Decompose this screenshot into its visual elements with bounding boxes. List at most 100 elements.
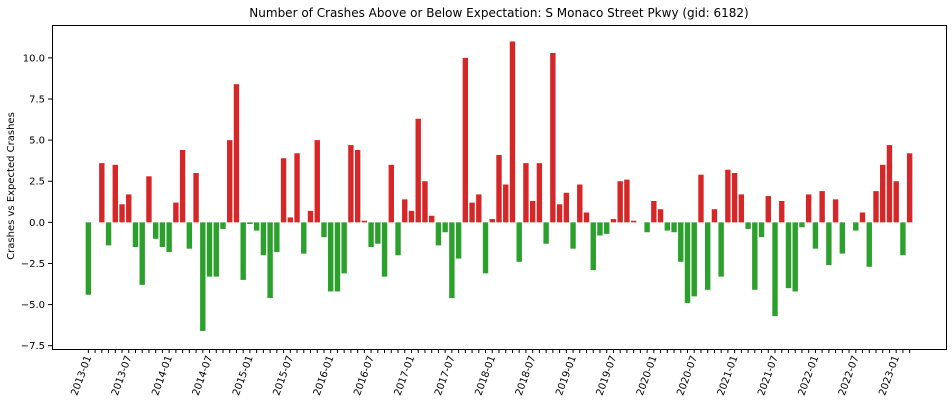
bar bbox=[462, 57, 469, 223]
x-tick-label: 2019-01 bbox=[554, 354, 579, 397]
bar bbox=[886, 145, 893, 223]
bar bbox=[280, 158, 287, 223]
x-tick-label: 2022-01 bbox=[797, 354, 822, 397]
bar bbox=[691, 222, 697, 297]
bar bbox=[805, 194, 812, 223]
y-tick-label: 7.5 bbox=[29, 95, 45, 106]
y-tick-label: 2.5 bbox=[29, 177, 45, 188]
bar bbox=[132, 222, 139, 248]
bar bbox=[630, 220, 637, 223]
bar bbox=[799, 222, 805, 228]
bar bbox=[745, 222, 751, 229]
bar bbox=[307, 210, 314, 223]
bar bbox=[853, 222, 859, 231]
bar bbox=[489, 219, 495, 223]
bar bbox=[779, 200, 785, 223]
bar bbox=[193, 173, 199, 223]
x-tick-label: 2020-07 bbox=[675, 354, 700, 397]
bar bbox=[563, 192, 570, 223]
y-tick-label: 0.0 bbox=[29, 218, 45, 229]
bar bbox=[146, 176, 152, 223]
x-tick-label: 2018-07 bbox=[514, 354, 539, 397]
bar bbox=[388, 164, 394, 223]
bar bbox=[267, 222, 273, 299]
bar bbox=[334, 222, 341, 292]
y-tick-label: −7.5 bbox=[21, 341, 45, 352]
bar bbox=[664, 222, 670, 231]
bar bbox=[274, 222, 280, 252]
bar bbox=[415, 118, 421, 223]
bar bbox=[152, 222, 159, 239]
bar bbox=[550, 52, 556, 223]
x-tick-label: 2018-01 bbox=[473, 354, 498, 397]
bar bbox=[752, 222, 758, 290]
bar bbox=[99, 163, 105, 223]
bar bbox=[341, 222, 347, 274]
x-tick-label: 2016-07 bbox=[352, 354, 377, 397]
bar bbox=[610, 219, 617, 223]
x-tick-label: 2016-01 bbox=[312, 354, 337, 397]
bar bbox=[577, 184, 583, 223]
y-tick-label: −5.0 bbox=[21, 300, 45, 311]
bar bbox=[287, 217, 294, 223]
bar bbox=[718, 222, 724, 277]
bar bbox=[556, 204, 563, 223]
x-tick-label: 2022-07 bbox=[837, 354, 862, 397]
bar bbox=[516, 222, 522, 262]
x-tick-label: 2019-07 bbox=[595, 354, 620, 397]
x-tick-label: 2023-01 bbox=[877, 354, 902, 397]
x-tick-label: 2017-01 bbox=[393, 354, 418, 397]
bar bbox=[395, 222, 401, 256]
bar bbox=[725, 169, 731, 223]
y-tick-label: 5.0 bbox=[29, 136, 45, 147]
bar bbox=[247, 222, 253, 224]
bar bbox=[893, 181, 899, 223]
bar bbox=[368, 222, 374, 248]
bar bbox=[354, 149, 361, 223]
bar bbox=[812, 222, 819, 249]
bar bbox=[139, 222, 145, 285]
bar bbox=[348, 145, 354, 223]
bar bbox=[213, 222, 219, 277]
bar bbox=[361, 220, 368, 223]
bar bbox=[590, 222, 596, 271]
bar bbox=[705, 222, 711, 290]
bar bbox=[314, 140, 320, 223]
bar bbox=[328, 222, 334, 292]
bar bbox=[570, 222, 576, 249]
bar bbox=[859, 212, 866, 223]
bar bbox=[159, 222, 166, 248]
bar bbox=[240, 222, 246, 280]
bar bbox=[227, 140, 233, 223]
bar bbox=[179, 149, 186, 223]
bar bbox=[900, 222, 906, 256]
bar bbox=[166, 222, 172, 252]
bar bbox=[698, 174, 704, 223]
bar bbox=[583, 212, 590, 223]
bar bbox=[105, 222, 112, 246]
bar bbox=[206, 222, 213, 277]
x-tick-label: 2013-07 bbox=[110, 354, 135, 397]
bar bbox=[294, 153, 300, 223]
bar bbox=[408, 210, 415, 223]
bar bbox=[442, 222, 448, 233]
x-tick-label: 2020-01 bbox=[635, 354, 660, 397]
bar bbox=[785, 222, 792, 289]
bar bbox=[112, 164, 118, 223]
bar bbox=[678, 222, 684, 262]
x-tick-label: 2014-01 bbox=[150, 354, 175, 397]
x-tick-label: 2013-01 bbox=[70, 354, 95, 397]
bar bbox=[738, 194, 745, 223]
bar bbox=[449, 222, 455, 299]
bar bbox=[523, 163, 529, 223]
bar bbox=[503, 184, 509, 223]
bar bbox=[496, 154, 502, 223]
bar bbox=[536, 163, 543, 223]
bar bbox=[792, 222, 798, 292]
bar bbox=[455, 222, 462, 259]
bar bbox=[233, 84, 240, 223]
bar bbox=[375, 222, 381, 244]
bar bbox=[671, 222, 677, 233]
